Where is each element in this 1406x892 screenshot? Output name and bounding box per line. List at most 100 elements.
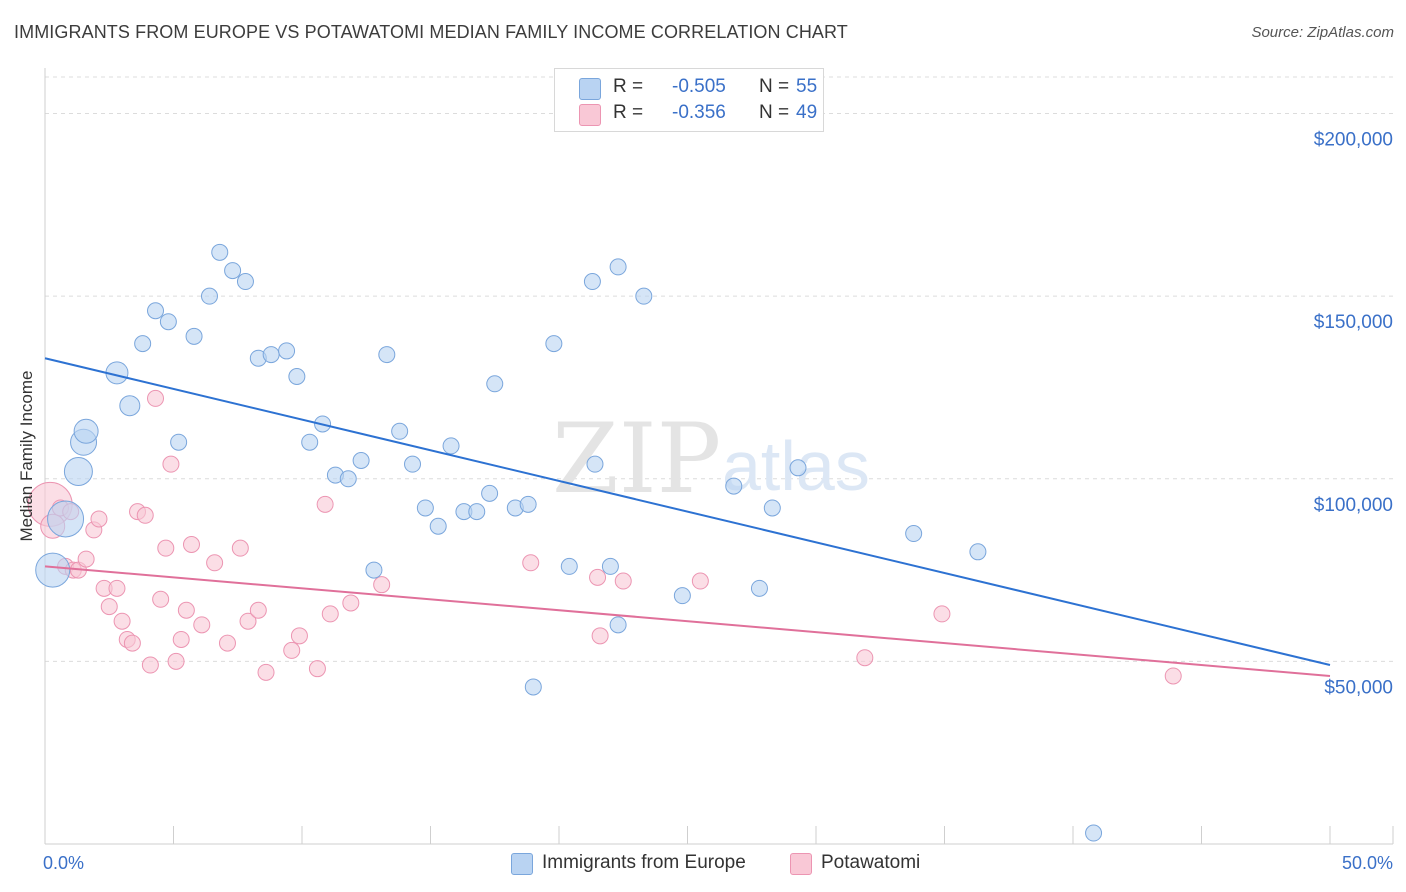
- potawatomi-point: [172, 630, 190, 648]
- potawatomi-point: [157, 539, 175, 557]
- axes: [44, 68, 1394, 845]
- immigrants-point: [429, 517, 447, 535]
- potawatomi-point: [283, 641, 301, 659]
- immigrants-point: [185, 327, 203, 345]
- immigrants-point: [262, 346, 280, 364]
- immigrants-point: [635, 287, 653, 305]
- legend-n-value: 49: [796, 102, 818, 123]
- y-axis-label: Median Family Income: [17, 370, 36, 542]
- potawatomi-point: [373, 576, 391, 594]
- potawatomi-point: [206, 554, 224, 572]
- potawatomi-point: [108, 579, 126, 597]
- immigrants-point: [725, 477, 743, 495]
- potawatomi-point: [249, 601, 267, 619]
- bottom-legend-swatch-blue: [511, 853, 533, 875]
- potawatomi-point: [182, 536, 200, 554]
- immigrants-point: [224, 262, 242, 280]
- potawatomi-point: [152, 590, 170, 608]
- potawatomi-point: [77, 550, 95, 568]
- immigrants-point: [442, 437, 460, 455]
- trend-lines: [44, 357, 1331, 677]
- potawatomi-point: [856, 649, 874, 667]
- immigrants-point: [583, 273, 601, 291]
- potawatomi-point: [162, 455, 180, 473]
- immigrants-point: [763, 499, 781, 517]
- immigrants-point: [519, 495, 537, 513]
- immigrants-point: [365, 561, 383, 579]
- immigrants-point: [339, 470, 357, 488]
- immigrants-from-europe-points: [35, 243, 1103, 842]
- immigrants-point: [524, 678, 542, 696]
- legend-n-label: N =: [759, 76, 790, 97]
- legend-r-label: R =: [613, 76, 644, 97]
- potawatomi-point: [113, 612, 131, 630]
- immigrants-point: [750, 579, 768, 597]
- immigrants-point: [486, 375, 504, 393]
- watermark-zip: ZIP: [552, 403, 721, 515]
- immigrants-point: [404, 455, 422, 473]
- immigrants-point: [352, 452, 370, 469]
- potawatomi-point: [933, 605, 951, 623]
- potawatomi-point: [342, 594, 360, 612]
- potawatomi-point: [239, 612, 257, 630]
- potawatomi-point: [321, 605, 339, 623]
- chart-title: IMMIGRANTS FROM EUROPE VS POTAWATOMI MED…: [14, 22, 848, 42]
- immigrants-point: [236, 273, 254, 291]
- x-tick-label: 0.0%: [43, 853, 84, 873]
- y-tick-label: $100,000: [1314, 495, 1393, 516]
- immigrants-point: [134, 335, 152, 353]
- potawatomi-point: [316, 495, 334, 513]
- immigrants-point: [119, 395, 141, 417]
- potawatomi-point: [193, 616, 211, 634]
- immigrants-point: [35, 552, 71, 588]
- immigrants-point: [601, 557, 619, 575]
- legend-r-value: -0.356: [672, 102, 726, 123]
- potawatomi-point: [90, 510, 108, 528]
- potawatomi-point: [522, 554, 540, 572]
- legend-n-value: 55: [796, 76, 818, 97]
- legend-r-value: -0.505: [672, 76, 726, 97]
- immigrants-point: [969, 543, 987, 561]
- potawatomi-point: [589, 568, 607, 586]
- immigrants-point: [391, 422, 409, 440]
- immigrants-point: [63, 456, 93, 486]
- correlation-legend: R = -0.505 N = 55 R = -0.356 N = 49: [554, 68, 824, 132]
- potawatomi-point: [147, 389, 165, 407]
- immigrants-point: [147, 302, 165, 320]
- immigrants-point: [211, 243, 229, 261]
- immigrants-point: [378, 346, 396, 364]
- immigrants-point: [789, 459, 807, 477]
- potawatomi-point: [167, 652, 185, 670]
- immigrants-point: [159, 313, 177, 331]
- y-tick-label: $150,000: [1314, 312, 1393, 333]
- immigrants-point: [301, 433, 319, 451]
- immigrants-point: [609, 258, 627, 276]
- potawatomi-point: [691, 572, 709, 590]
- immigrants-point: [481, 484, 499, 502]
- immigrants-point: [673, 587, 691, 605]
- potawatomi-point: [231, 539, 249, 557]
- y-tick-label: $200,000: [1314, 130, 1393, 151]
- potawatomi-point: [614, 572, 632, 590]
- immigrants-point: [905, 525, 923, 543]
- immigrants-point: [560, 557, 578, 575]
- potawatomi-point: [308, 660, 326, 678]
- potawatomi-point: [591, 627, 609, 645]
- immigrants-point: [586, 455, 604, 473]
- gridlines: [45, 76, 1393, 662]
- y-tick-label: $50,000: [1324, 677, 1393, 698]
- immigrants-point: [1085, 824, 1103, 842]
- immigrants-point: [47, 500, 85, 538]
- bottom-legend-label: Immigrants from Europe: [542, 852, 746, 873]
- potawatomi-point: [257, 663, 275, 681]
- legend-swatch-pink: [579, 104, 601, 126]
- tick-labels: $50,000 $100,000 $150,000 $200,000 0.0% 50.0%: [43, 130, 1393, 873]
- potawatomi-point: [136, 506, 154, 524]
- immigrants-trend-line: [44, 357, 1331, 667]
- immigrants-point: [200, 287, 218, 305]
- potawatomi-point: [218, 634, 236, 652]
- potawatomi-point: [141, 656, 159, 674]
- potawatomi-point: [100, 598, 118, 616]
- potawatomi-point: [1164, 667, 1182, 685]
- immigrants-point: [170, 433, 188, 451]
